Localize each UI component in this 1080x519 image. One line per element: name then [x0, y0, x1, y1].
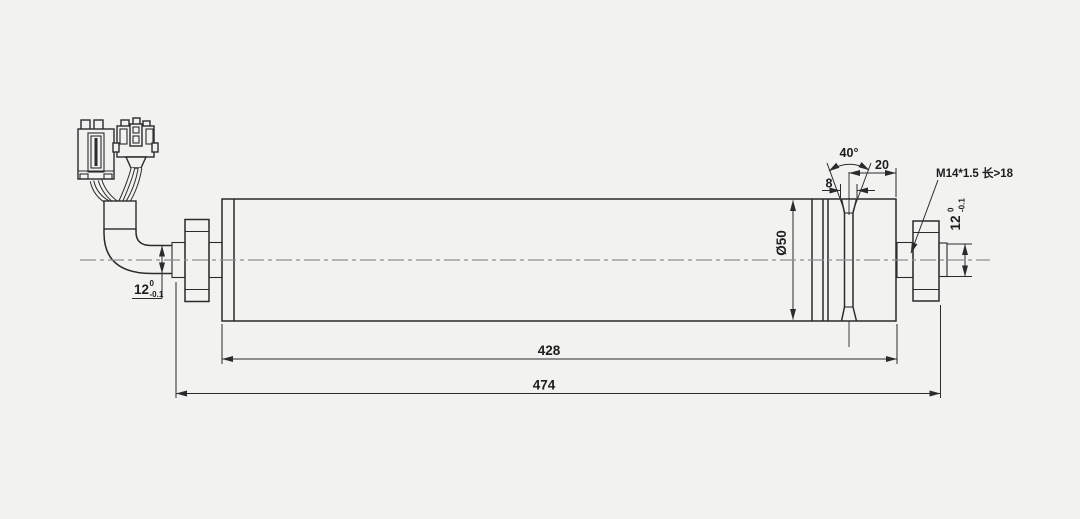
- right-shaft-upper-tol: 0: [947, 207, 956, 212]
- dim-right-shaft-diameter: 12 0 -0.1: [947, 198, 972, 277]
- right-shaft: [896, 220, 948, 302]
- dim-left-shaft-diameter: 12 0 -0.1: [132, 245, 170, 299]
- dim-thread-spec: M14*1.5 长>18: [910, 166, 1014, 254]
- connector-plug-left-icon: [77, 119, 115, 180]
- groove-angle-label: 40°: [840, 146, 859, 160]
- right-thread-stub: [938, 242, 948, 278]
- cable-elbow: [103, 229, 172, 275]
- cable-connector-assembly: [77, 117, 172, 275]
- overall-length-label: 474: [533, 378, 556, 393]
- dim-groove-offset: 20: [849, 158, 897, 197]
- right-shaft-lower-tol: -0.1: [958, 198, 967, 212]
- cable-sleeve: [103, 200, 137, 230]
- tube-diameter-label: Ø50: [774, 230, 789, 256]
- tube-length-label: 428: [538, 343, 561, 358]
- left-shaft-dia-label: 12: [134, 282, 149, 297]
- groove-width-label: 8: [826, 177, 833, 191]
- left-shaft-lower-tol: -0.1: [150, 290, 164, 299]
- thread-spec-label: M14*1.5 长>18: [936, 166, 1014, 180]
- left-shaft-upper-tol: 0: [150, 279, 155, 288]
- dimension-annotations: 40° 8 20 Ø50 M14*1.5 长>18: [132, 146, 1014, 398]
- groove-offset-label: 20: [875, 158, 889, 172]
- dim-tube-length: 428: [221, 324, 898, 364]
- right-shaft-dia-label: 12: [948, 215, 963, 230]
- dim-groove-width: 8: [822, 177, 875, 198]
- connector-plug-right-icon: [112, 117, 159, 169]
- dim-overall-length: 474: [175, 282, 941, 398]
- dim-groove-angle: 40°: [826, 146, 872, 212]
